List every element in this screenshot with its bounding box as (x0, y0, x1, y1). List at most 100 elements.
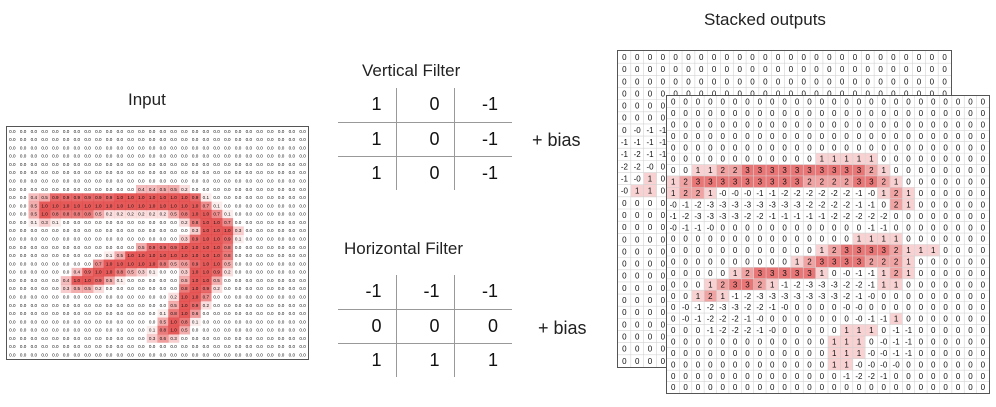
input-matrix-cell: 0.1 (31, 220, 38, 225)
input-matrix-cell: 0.0 (84, 303, 91, 308)
output-front-cell: 0 (869, 132, 874, 141)
input-matrix-highlight (211, 284, 223, 294)
output-front-cell: 0 (733, 372, 738, 381)
input-matrix-cell: 1.0 (192, 270, 199, 275)
output-front-cell: -0 (756, 315, 764, 324)
output-front-cell: 1 (869, 326, 874, 335)
input-matrix-cell: 1.0 (52, 203, 59, 208)
input-matrix-cell: 0.0 (278, 212, 285, 217)
input-matrix-cell: 0.0 (267, 220, 274, 225)
input-matrix-cell: 0.0 (213, 187, 220, 192)
output-front-cell: 0 (906, 212, 911, 221)
input-matrix-cell: 0.0 (63, 336, 70, 341)
input-matrix-cell: 0.8 (160, 328, 167, 333)
output-back-cell: 0 (750, 89, 755, 98)
output-front-cell: -2 (843, 212, 851, 221)
input-matrix-highlight (136, 267, 148, 277)
output-front-cell: 0 (906, 178, 911, 187)
output-back-cell: -0 (634, 175, 642, 184)
output-front-highlight (753, 164, 767, 177)
input-matrix-cell: 0.0 (246, 245, 253, 250)
output-front-cell: 3 (857, 258, 862, 267)
output-front-cell: 0 (770, 383, 775, 392)
output-front-cell: 2 (696, 189, 701, 198)
input-matrix-cell: 0.0 (74, 328, 81, 333)
input-matrix-cell: 0.0 (192, 187, 199, 192)
output-front-cell: 0 (931, 292, 936, 301)
input-matrix-cell: 0.0 (213, 145, 220, 150)
output-back-cell: 0 (622, 53, 627, 62)
output-back-cell: 0 (661, 211, 666, 220)
output-front-cell: 0 (919, 200, 924, 209)
input-matrix-cell: 0.0 (95, 237, 102, 242)
input-matrix-cell: 1.0 (203, 228, 210, 233)
input-matrix-cell: 0.0 (127, 353, 134, 358)
input-matrix-cell: 0.0 (170, 179, 177, 184)
output-front-highlight (828, 255, 841, 268)
output-front-cell: 0 (807, 303, 812, 312)
input-matrix-highlight (82, 267, 94, 277)
input-matrix-highlight (211, 201, 223, 211)
output-front-cell: -3 (756, 200, 764, 209)
input-matrix-highlight (146, 259, 158, 269)
input-matrix-highlight (146, 193, 158, 202)
input-matrix-highlight (157, 334, 169, 343)
output-front-cell: -1 (670, 212, 678, 221)
input-matrix-cell: 0.2 (95, 286, 102, 291)
input-matrix-cell: 0.0 (235, 195, 242, 200)
output-back-cell: 0 (622, 345, 627, 354)
input-matrix-highlight (168, 243, 180, 252)
input-matrix-cell: 0.9 (213, 270, 220, 275)
output-front-cell: 3 (770, 178, 775, 187)
output-front-cell: 0 (844, 143, 849, 152)
output-front-cell: 0 (981, 223, 986, 232)
input-matrix-cell: 0.0 (117, 137, 124, 142)
output-front-cell: 0 (894, 155, 899, 164)
input-matrix-cell: 0.0 (160, 286, 167, 291)
output-front-cell: 0 (758, 132, 763, 141)
input-matrix-cell: 0.0 (9, 311, 16, 316)
output-front-cell: 0 (943, 349, 948, 358)
output-front-cell: -1 (781, 212, 789, 221)
input-matrix-highlight (60, 209, 72, 219)
output-front-highlight (728, 278, 742, 291)
input-matrix-cell: 0.0 (9, 344, 16, 349)
output-front-cell: 0 (708, 155, 713, 164)
input-matrix-highlight (71, 209, 83, 219)
output-front-cell: 0 (968, 280, 973, 289)
output-front-cell: 3 (857, 178, 862, 187)
input-matrix-cell: 0.5 (181, 328, 188, 333)
output-front-cell: 0 (943, 372, 948, 381)
output-front-cell: -0 (707, 223, 715, 232)
input-matrix-cell: 0.1 (160, 311, 167, 316)
input-matrix-cell: 0.0 (235, 187, 242, 192)
output-front-highlight (914, 244, 928, 257)
output-front-highlight (877, 267, 891, 280)
output-front-cell: 0 (708, 132, 713, 141)
input-matrix-cell: 0.0 (149, 154, 156, 159)
input-matrix-cell: 0.0 (9, 187, 16, 192)
output-front-cell: 0 (708, 383, 713, 392)
input-matrix-cell: 0.0 (31, 179, 38, 184)
output-front-cell: 0 (832, 109, 837, 118)
output-front-cell: 2 (745, 269, 750, 278)
output-front-cell: -1 (732, 292, 740, 301)
output-front-cell: -2 (793, 280, 801, 289)
output-front-cell: 0 (906, 235, 911, 244)
output-front-cell: 0 (906, 120, 911, 129)
input-matrix-cell: 0.0 (160, 344, 167, 349)
output-front-cell: 0 (683, 143, 688, 152)
input-matrix-cell: 0.0 (299, 137, 306, 142)
input-matrix-cell: 0.0 (213, 154, 220, 159)
input-matrix-cell: 0.0 (246, 311, 253, 316)
output-front-cell: 0 (683, 383, 688, 392)
input-matrix-cell: 0.0 (74, 170, 81, 175)
output-front-cell: 0 (968, 337, 973, 346)
input-matrix-cell: 1.0 (181, 253, 188, 258)
input-matrix-cell: 0.2 (213, 286, 220, 291)
input-matrix-highlight (125, 193, 137, 202)
output-front-cell: 0 (956, 246, 961, 255)
input-matrix-cell: 0.0 (289, 253, 296, 258)
output-front-highlight (852, 347, 866, 360)
input-matrix-highlight (179, 267, 191, 277)
